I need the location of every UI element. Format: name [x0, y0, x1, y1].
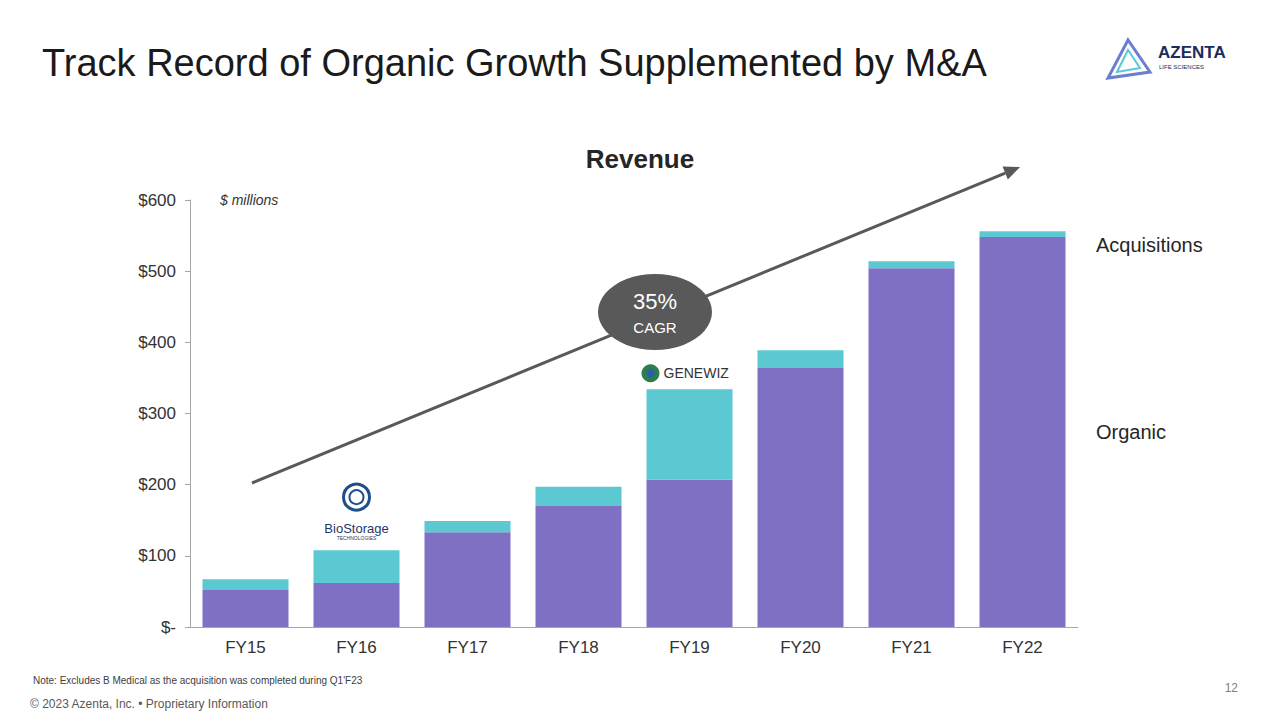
- svg-text:FY19: FY19: [669, 638, 710, 657]
- svg-text:Acquisitions: Acquisitions: [1096, 234, 1203, 256]
- svg-text:$100: $100: [138, 546, 176, 565]
- svg-text:$400: $400: [138, 333, 176, 352]
- svg-text:BioStorage: BioStorage: [324, 521, 388, 536]
- svg-text:$300: $300: [138, 404, 176, 423]
- svg-text:FY21: FY21: [891, 638, 932, 657]
- svg-text:AZENTA: AZENTA: [1158, 43, 1226, 62]
- svg-text:FY20: FY20: [780, 638, 821, 657]
- svg-text:LIFE SCIENCES: LIFE SCIENCES: [1159, 64, 1204, 70]
- svg-text:$200: $200: [138, 475, 176, 494]
- svg-text:$500: $500: [138, 262, 176, 281]
- svg-text:Note: Excludes B Medical as th: Note: Excludes B Medical as the acquisit…: [33, 675, 363, 686]
- svg-text:© 2023 Azenta, Inc. • Propriet: © 2023 Azenta, Inc. • Proprietary Inform…: [30, 697, 268, 711]
- svg-text:Revenue: Revenue: [586, 144, 694, 174]
- svg-text:Track Record of Organic Growth: Track Record of Organic Growth Supplemen…: [42, 42, 987, 84]
- svg-text:$600: $600: [138, 191, 176, 210]
- svg-text:35%: 35%: [633, 289, 677, 314]
- svg-text:CAGR: CAGR: [633, 319, 677, 336]
- svg-text:FY22: FY22: [1002, 638, 1043, 657]
- svg-text:FY18: FY18: [558, 638, 599, 657]
- svg-text:Organic: Organic: [1096, 421, 1166, 443]
- svg-text:12: 12: [1225, 681, 1239, 695]
- svg-text:FY16: FY16: [336, 638, 377, 657]
- svg-text:$-: $-: [161, 618, 176, 637]
- svg-text:TECHNOLOGIES: TECHNOLOGIES: [337, 535, 377, 541]
- svg-text:GENEWIZ: GENEWIZ: [664, 365, 730, 381]
- svg-text:FY15: FY15: [225, 638, 266, 657]
- svg-text:FY17: FY17: [447, 638, 488, 657]
- svg-text:$ millions: $ millions: [219, 192, 278, 208]
